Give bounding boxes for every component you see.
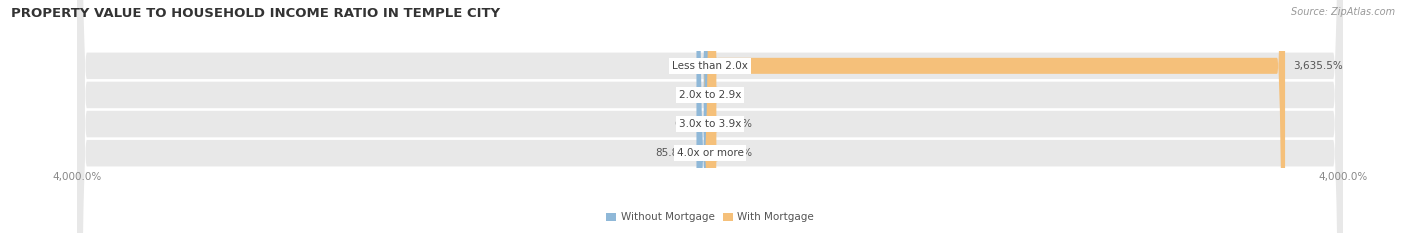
Text: Less than 2.0x: Less than 2.0x [672, 61, 748, 71]
FancyBboxPatch shape [702, 0, 717, 233]
Text: 3,635.5%: 3,635.5% [1294, 61, 1343, 71]
Text: 10.2%: 10.2% [720, 119, 752, 129]
Text: 2.0x to 2.9x: 2.0x to 2.9x [679, 90, 741, 100]
FancyBboxPatch shape [702, 0, 717, 233]
FancyBboxPatch shape [77, 0, 1343, 233]
FancyBboxPatch shape [77, 0, 1343, 233]
Text: Source: ZipAtlas.com: Source: ZipAtlas.com [1291, 7, 1395, 17]
Text: 4.0x or more: 4.0x or more [676, 148, 744, 158]
FancyBboxPatch shape [77, 0, 1343, 233]
Text: 2.2%: 2.2% [675, 90, 702, 100]
FancyBboxPatch shape [696, 0, 710, 233]
Text: 3.8%: 3.8% [718, 90, 745, 100]
FancyBboxPatch shape [704, 0, 718, 233]
Legend: Without Mortgage, With Mortgage: Without Mortgage, With Mortgage [602, 208, 818, 227]
Text: 85.8%: 85.8% [655, 148, 689, 158]
FancyBboxPatch shape [704, 0, 718, 233]
FancyBboxPatch shape [703, 0, 718, 233]
Text: 12.1%: 12.1% [720, 148, 754, 158]
FancyBboxPatch shape [710, 0, 1285, 233]
FancyBboxPatch shape [702, 0, 717, 233]
Text: 3.0x to 3.9x: 3.0x to 3.9x [679, 119, 741, 129]
Text: 6.5%: 6.5% [675, 119, 702, 129]
Text: PROPERTY VALUE TO HOUSEHOLD INCOME RATIO IN TEMPLE CITY: PROPERTY VALUE TO HOUSEHOLD INCOME RATIO… [11, 7, 501, 20]
FancyBboxPatch shape [77, 0, 1343, 233]
Text: 4.4%: 4.4% [675, 61, 702, 71]
